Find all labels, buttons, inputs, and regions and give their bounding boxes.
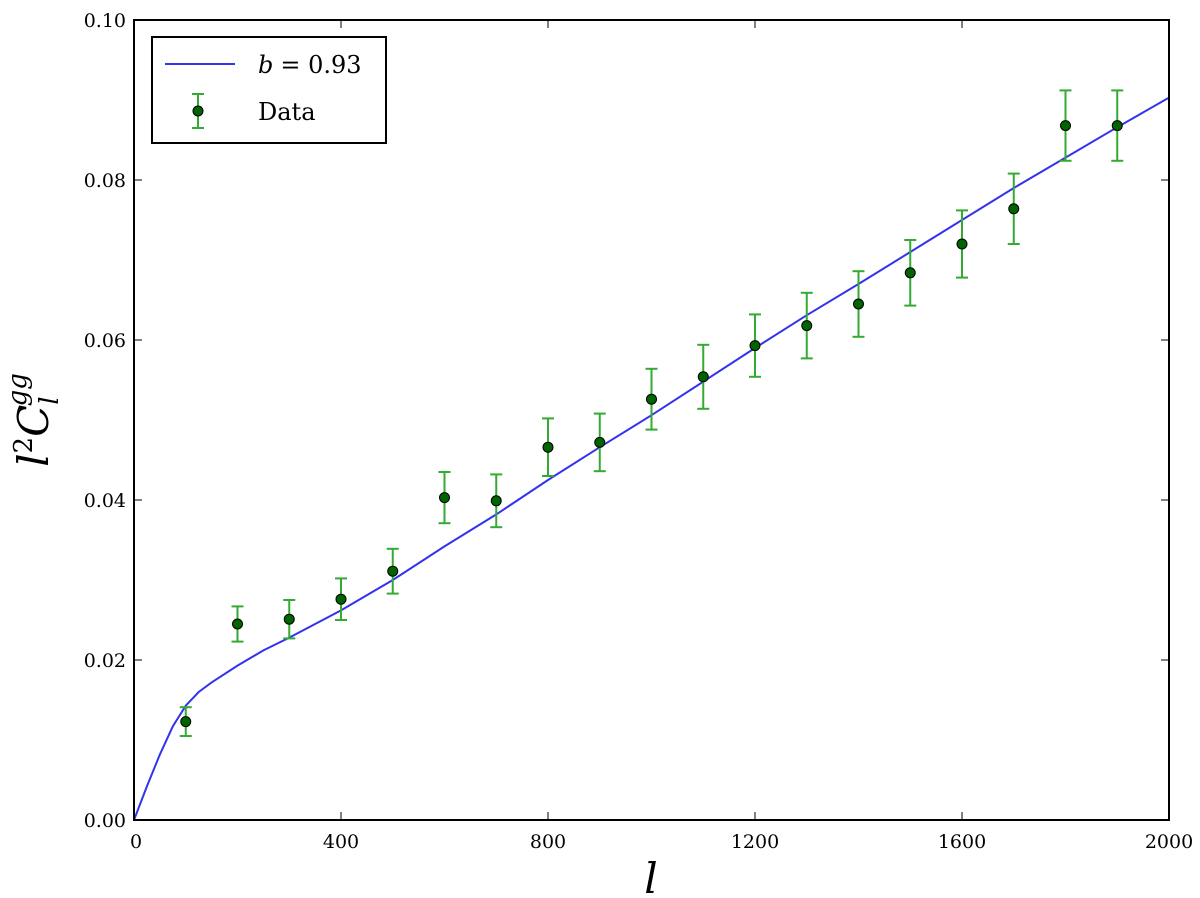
legend-label-fit: b = 0.93 (258, 51, 362, 79)
plot-frame (133, 19, 1170, 821)
y-tick-label: 0.04 (84, 490, 126, 512)
x-tick-label: 2000 (1145, 831, 1193, 853)
y-tick-label: 0.08 (84, 170, 126, 192)
data-point (904, 267, 916, 279)
data-point (646, 393, 657, 405)
data-point-layer (180, 120, 1123, 728)
data-point (801, 320, 813, 332)
x-axis-title: l (644, 854, 657, 898)
data-point (542, 441, 554, 453)
tick-layer (133, 19, 1170, 821)
y-axis-title-sub: l (35, 396, 65, 404)
x-tick-label: 800 (530, 831, 566, 853)
y-tick-label: 0.00 (84, 810, 126, 832)
y-axis-title-main: C (9, 405, 58, 437)
legend-box (151, 36, 387, 144)
legend-label-data: Data (258, 98, 316, 126)
legend-point-swatch (192, 105, 204, 117)
y-tick-label: 0.06 (84, 330, 126, 352)
y-tick-label: 0.02 (84, 650, 126, 672)
y-tick-label: 0.10 (84, 10, 126, 32)
data-point (1008, 203, 1020, 215)
x-tick-labels: 0 400 800 1200 1600 2000 (130, 831, 1193, 853)
data-point (232, 618, 243, 630)
y-axis-title: l2Clgg (3, 373, 65, 467)
x-tick-label: 0 (130, 831, 142, 853)
y-axis-title-supscript: gg (3, 373, 33, 406)
legend: b = 0.93 Data (151, 36, 387, 144)
x-tick-label: 1200 (731, 831, 779, 853)
x-tick-label: 1600 (938, 831, 986, 853)
legend-label-fit-var: b (258, 51, 273, 79)
y-axis-title-base: l (9, 453, 58, 466)
data-point (697, 371, 709, 383)
data-point (283, 613, 295, 625)
data-point (180, 716, 192, 728)
legend-label-fit-value: = 0.93 (280, 51, 361, 79)
y-axis-title-sup: 2 (9, 437, 39, 454)
data-point (1111, 120, 1123, 132)
data-point (335, 593, 347, 605)
data-point (1060, 120, 1071, 132)
data-point (594, 436, 606, 448)
data-point (853, 298, 864, 310)
data-point (749, 340, 761, 352)
data-point (387, 565, 399, 577)
data-point (956, 238, 968, 250)
y-tick-labels: 0.00 0.02 0.04 0.06 0.08 0.10 (84, 10, 126, 832)
x-tick-label: 400 (323, 831, 359, 853)
data-point (439, 492, 450, 504)
data-point (490, 495, 502, 507)
